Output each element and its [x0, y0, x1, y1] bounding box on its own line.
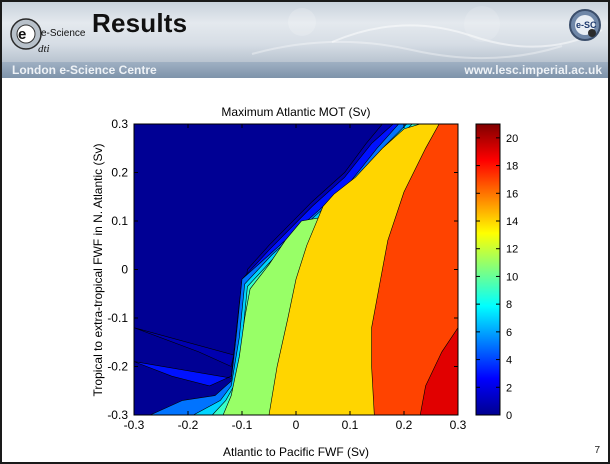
y-axis-label: Tropical to extra-tropical FWF in N. Atl… [91, 144, 105, 397]
colorbar-tick-label: 2 [506, 382, 512, 394]
contour-region-17 [371, 124, 458, 415]
e-science-logo: e e-Science dti [10, 18, 86, 55]
slide-header: e e-Science dti Results e-SC [2, 2, 608, 62]
colorbar-axis: 0 2 4 6 8 10 12 14 16 18 20 [476, 133, 518, 422]
page-number: 7 [594, 445, 600, 456]
y-tick-label: 0.2 [111, 166, 128, 180]
x-tick-label: 0.3 [450, 418, 467, 432]
colorbar-tick-label: 12 [506, 244, 518, 256]
organization-name: London e-Science Centre [12, 63, 157, 77]
y-tick-label: -0.2 [107, 360, 128, 374]
colorbar-tick-label: 10 [506, 271, 518, 283]
header-background-art [251, 6, 603, 60]
colorbar-tick-label: 6 [506, 327, 512, 339]
y-tick-label: 0.1 [111, 214, 128, 228]
x-tick-label: 0 [293, 418, 300, 432]
x-axis-label: Atlantic to Pacific FWF (Sv) [223, 445, 369, 459]
x-tick-label: -0.3 [124, 418, 145, 432]
x-tick-label: 0.1 [342, 418, 359, 432]
colorbar-tick-label: 8 [506, 299, 512, 311]
svg-text:dti: dti [38, 43, 50, 55]
svg-text:e: e [18, 26, 26, 43]
lesc-logo: e-SC [569, 9, 601, 41]
colorbar-tick-label: 14 [506, 216, 518, 228]
y-tick-label: -0.3 [107, 408, 128, 422]
colorbar-tick-label: 18 [506, 161, 518, 173]
colorbar-tick-label: 0 [506, 410, 512, 422]
x-tick-label: -0.2 [178, 418, 199, 432]
lesc-logo-text: e-SC [576, 20, 597, 30]
contour-chart: Maximum Atlantic MOT (Sv) -0.3 -0.2 -0.1 0 0… [91, 105, 518, 459]
logo-text: e-Science [41, 28, 86, 39]
colorbar-tick-label: 20 [506, 133, 518, 145]
colorbar [475, 123, 501, 416]
colorbar-tick-label: 4 [506, 355, 512, 367]
x-tick-label: 0.2 [396, 418, 413, 432]
y-axis: -0.3 -0.2 -0.1 0 0.1 0.2 0.3 [107, 117, 458, 422]
chart-title: Maximum Atlantic MOT (Sv) [221, 105, 370, 119]
y-tick-label: -0.1 [107, 311, 128, 325]
header-info-bar: London e-Science Centre www.lesc.imperia… [2, 62, 608, 78]
website-link[interactable]: www.lesc.imperial.ac.uk [464, 63, 602, 77]
contour-fills [134, 124, 458, 415]
x-tick-label: -0.1 [232, 418, 253, 432]
colorbar-tick-label: 16 [506, 188, 518, 200]
y-tick-label: 0.3 [111, 117, 128, 131]
y-tick-label: 0 [121, 263, 128, 277]
slide-title: Results [92, 8, 188, 38]
x-axis: -0.3 -0.2 -0.1 0 0.1 0.2 0.3 [124, 124, 467, 432]
contour-region-19 [419, 296, 458, 415]
